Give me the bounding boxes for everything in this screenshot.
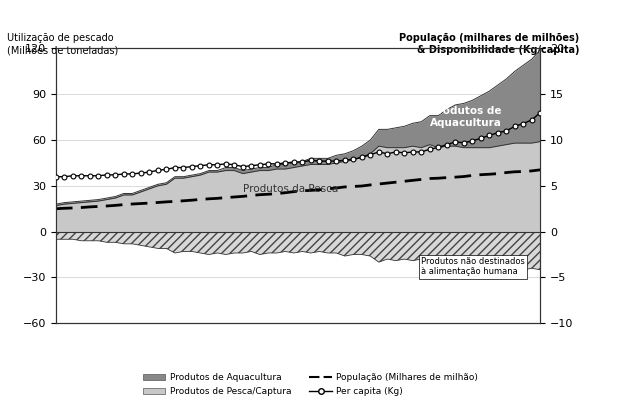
- Text: Produtos da Pesca: Produtos da Pesca: [243, 184, 338, 194]
- Text: Produtos de
Aquacultura: Produtos de Aquacultura: [430, 106, 502, 128]
- Text: & Disponibilidade (Kg/capita): & Disponibilidade (Kg/capita): [417, 45, 579, 55]
- Legend: Produtos de Aquacultura, Produtos de Pesca/Captura, População (Milhares de milhã: Produtos de Aquacultura, Produtos de Pes…: [139, 370, 482, 400]
- Text: (Milhões de toneladas): (Milhões de toneladas): [7, 45, 119, 55]
- Text: Produtos não destinados
à alimentação humana: Produtos não destinados à alimentação hu…: [421, 257, 525, 276]
- Text: População (milhares de milhões): População (milhares de milhões): [399, 33, 579, 43]
- Text: Utilização de pescado: Utilização de pescado: [7, 33, 114, 43]
